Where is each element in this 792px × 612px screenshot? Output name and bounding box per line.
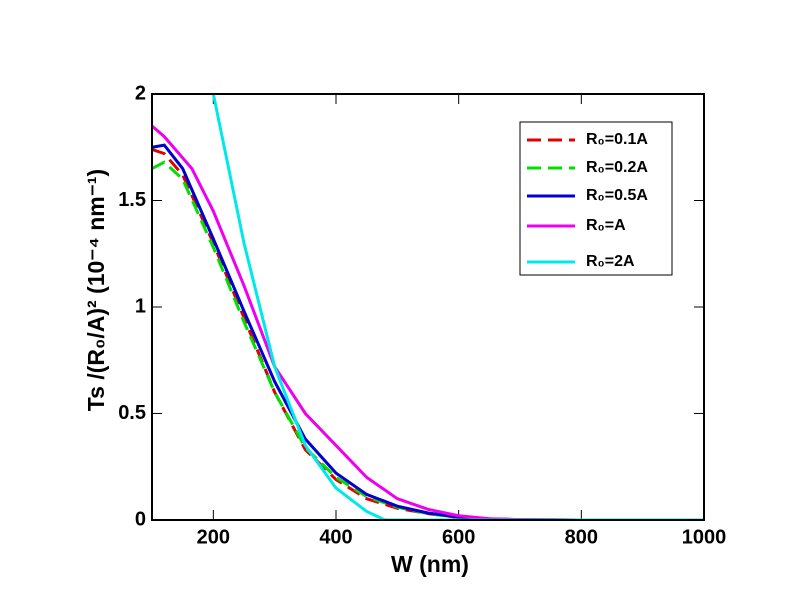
x-tick-label: 400 [319, 526, 352, 548]
legend-label: R₀=0.5A [586, 187, 648, 204]
legend-label: R₀=0.2A [586, 159, 648, 176]
x-tick-label: 800 [565, 526, 598, 548]
x-tick-label: 600 [442, 526, 475, 548]
legend-box [519, 121, 673, 276]
x-axis-label: W (nm) [391, 551, 469, 577]
series-line [152, 94, 704, 520]
y-tick-label: 2 [135, 82, 146, 104]
x-tick-label: 200 [197, 526, 230, 548]
x-tick-label: 1000 [682, 526, 727, 548]
y-axis-label: Ts /(R₀/A)² (10⁻⁴ nm⁻¹) [83, 169, 109, 411]
y-tick-label: 0 [135, 508, 146, 530]
legend-label: R₀=2A [586, 253, 635, 270]
plot-frame [151, 93, 705, 521]
y-tick-label: 1.5 [118, 189, 146, 211]
legend-label: R₀=A [586, 217, 626, 234]
legend-label: R₀=0.1A [586, 131, 648, 148]
y-tick-label: 0.5 [118, 402, 146, 424]
y-tick-label: 1 [135, 295, 146, 317]
series-line [152, 147, 704, 520]
